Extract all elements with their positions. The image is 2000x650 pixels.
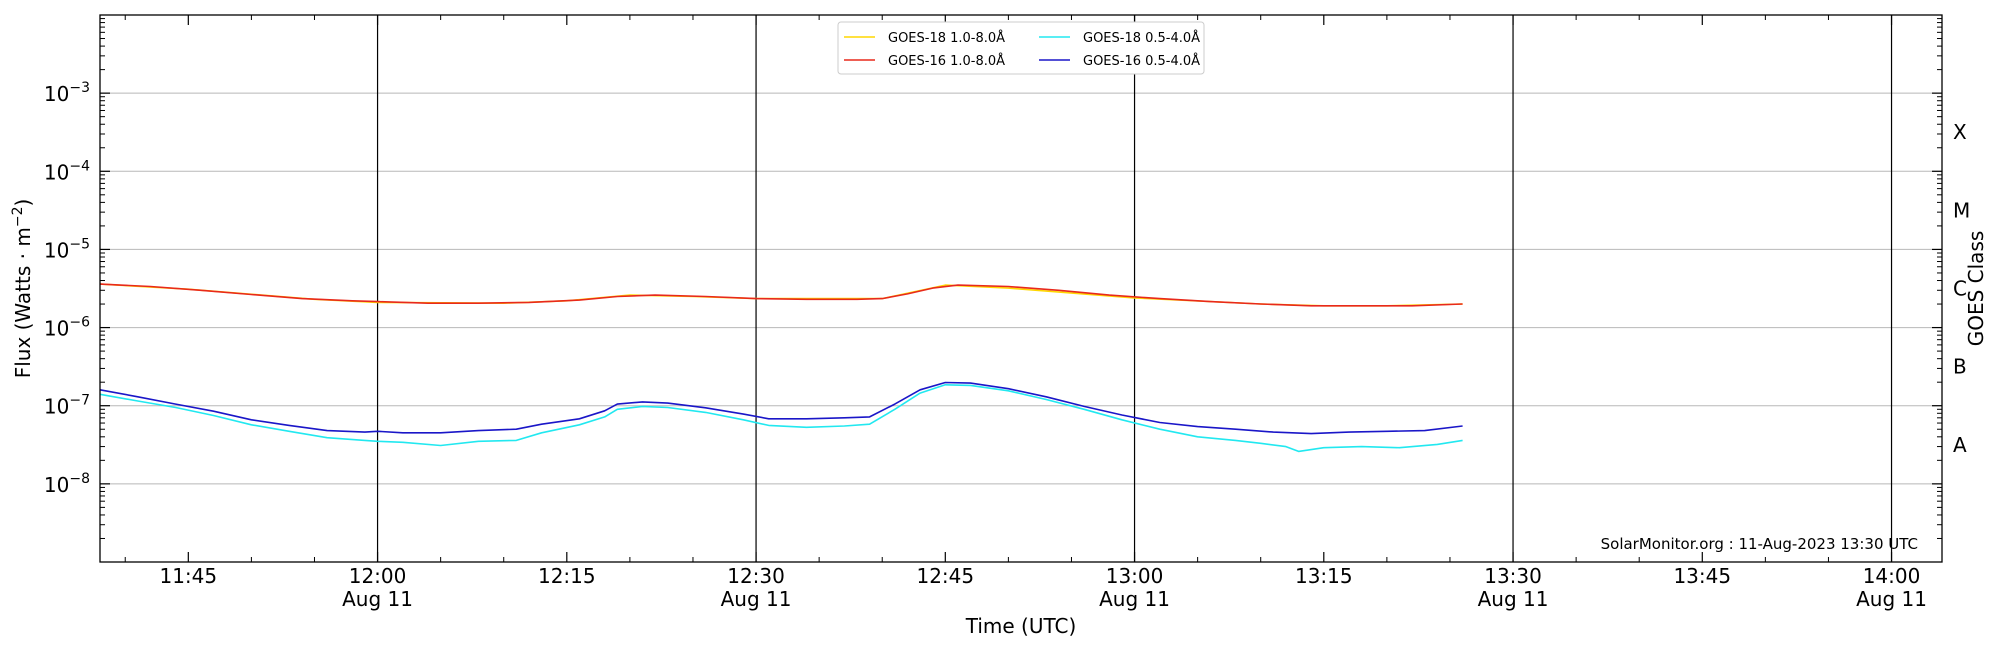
legend-label: GOES-16 0.5-4.0Å	[1083, 53, 1200, 69]
grid-lines	[100, 92, 1942, 485]
y-axis-label: Flux (Watts · m−2)	[10, 199, 35, 379]
series-line	[99, 283, 1463, 307]
y-tick-base: 10	[44, 160, 69, 184]
x-tick-time-label: 12:15	[538, 564, 596, 588]
x-tick-time-label: 12:30	[727, 564, 785, 588]
legend-label: GOES-16 1.0-8.0Å	[888, 53, 1005, 69]
x-tick-date-label: Aug 11	[1856, 587, 1927, 611]
y-tick-base: 10	[44, 473, 69, 497]
plot-area-frame	[99, 14, 1943, 563]
goes-class-label: A	[1953, 433, 1967, 457]
series-line	[99, 283, 1463, 307]
y-tick-label: 10−4	[44, 158, 90, 184]
y-tick-label: 10−5	[44, 236, 90, 262]
y-tick-label: 10−6	[44, 315, 90, 341]
series-line	[99, 381, 1463, 435]
x-tick-time-label: 11:45	[159, 564, 217, 588]
goes-class-label: C	[1953, 277, 1967, 301]
y-tick-base: 10	[44, 238, 69, 262]
x-tick-date-label: Aug 11	[342, 587, 413, 611]
y-tick-exponent: −8	[69, 471, 90, 487]
y-tick-base: 10	[44, 395, 69, 419]
legend-label: GOES-18 1.0-8.0Å	[888, 30, 1005, 46]
y-tick-exponent: −6	[69, 315, 90, 331]
x-tick-time-label: 13:45	[1673, 564, 1731, 588]
y-tick-label: 10−8	[44, 471, 90, 497]
y-tick-exponent: −3	[69, 80, 90, 96]
x-tick-date-label: Aug 11	[1478, 587, 1549, 611]
x-tick-time-label: 14:00	[1863, 564, 1921, 588]
y-tick-label: 10−3	[44, 80, 90, 106]
x-axis-label: Time (UTC)	[965, 614, 1077, 638]
series-line	[99, 384, 1463, 453]
y-axis-label-exponent: −2	[10, 207, 26, 228]
y-axis-label-main: Flux (Watts · m	[11, 227, 35, 378]
x-tick-time-label: 13:15	[1295, 564, 1353, 588]
day-vertical-lines	[376, 15, 1893, 562]
x-tick-date-label: Aug 11	[721, 587, 792, 611]
x-tick-time-label: 13:00	[1106, 564, 1164, 588]
y-axis-ticks: 10−310−410−510−610−710−8	[44, 18, 1942, 539]
goes-class-label: X	[1953, 120, 1967, 144]
legend-label: GOES-18 0.5-4.0Å	[1083, 30, 1200, 46]
flux-series	[99, 283, 1463, 453]
x-tick-time-label: 12:00	[349, 564, 407, 588]
y-tick-exponent: −4	[69, 158, 90, 174]
goes-class-labels: X M C B A	[1953, 120, 1970, 457]
y-tick-base: 10	[44, 82, 69, 106]
y-tick-base: 10	[44, 317, 69, 341]
y-axis-label-close: )	[11, 199, 35, 207]
goes-class-axis-label: GOES Class	[1964, 231, 1988, 347]
credit-text: SolarMonitor.org : 11-Aug-2023 13:30 UTC	[1601, 535, 1918, 553]
legend: GOES-18 1.0-8.0Å GOES-16 1.0-8.0Å GOES-18 …	[837, 21, 1205, 75]
y-tick-exponent: −7	[69, 393, 90, 409]
x-tick-date-label: Aug 11	[1099, 587, 1170, 611]
x-tick-time-label: 12:45	[916, 564, 974, 588]
goes-class-label: M	[1953, 198, 1970, 222]
goes-class-label: B	[1953, 355, 1967, 379]
y-tick-exponent: −5	[69, 236, 90, 252]
y-tick-label: 10−7	[44, 393, 90, 419]
legend-box	[837, 21, 1205, 75]
x-tick-time-label: 13:30	[1484, 564, 1542, 588]
